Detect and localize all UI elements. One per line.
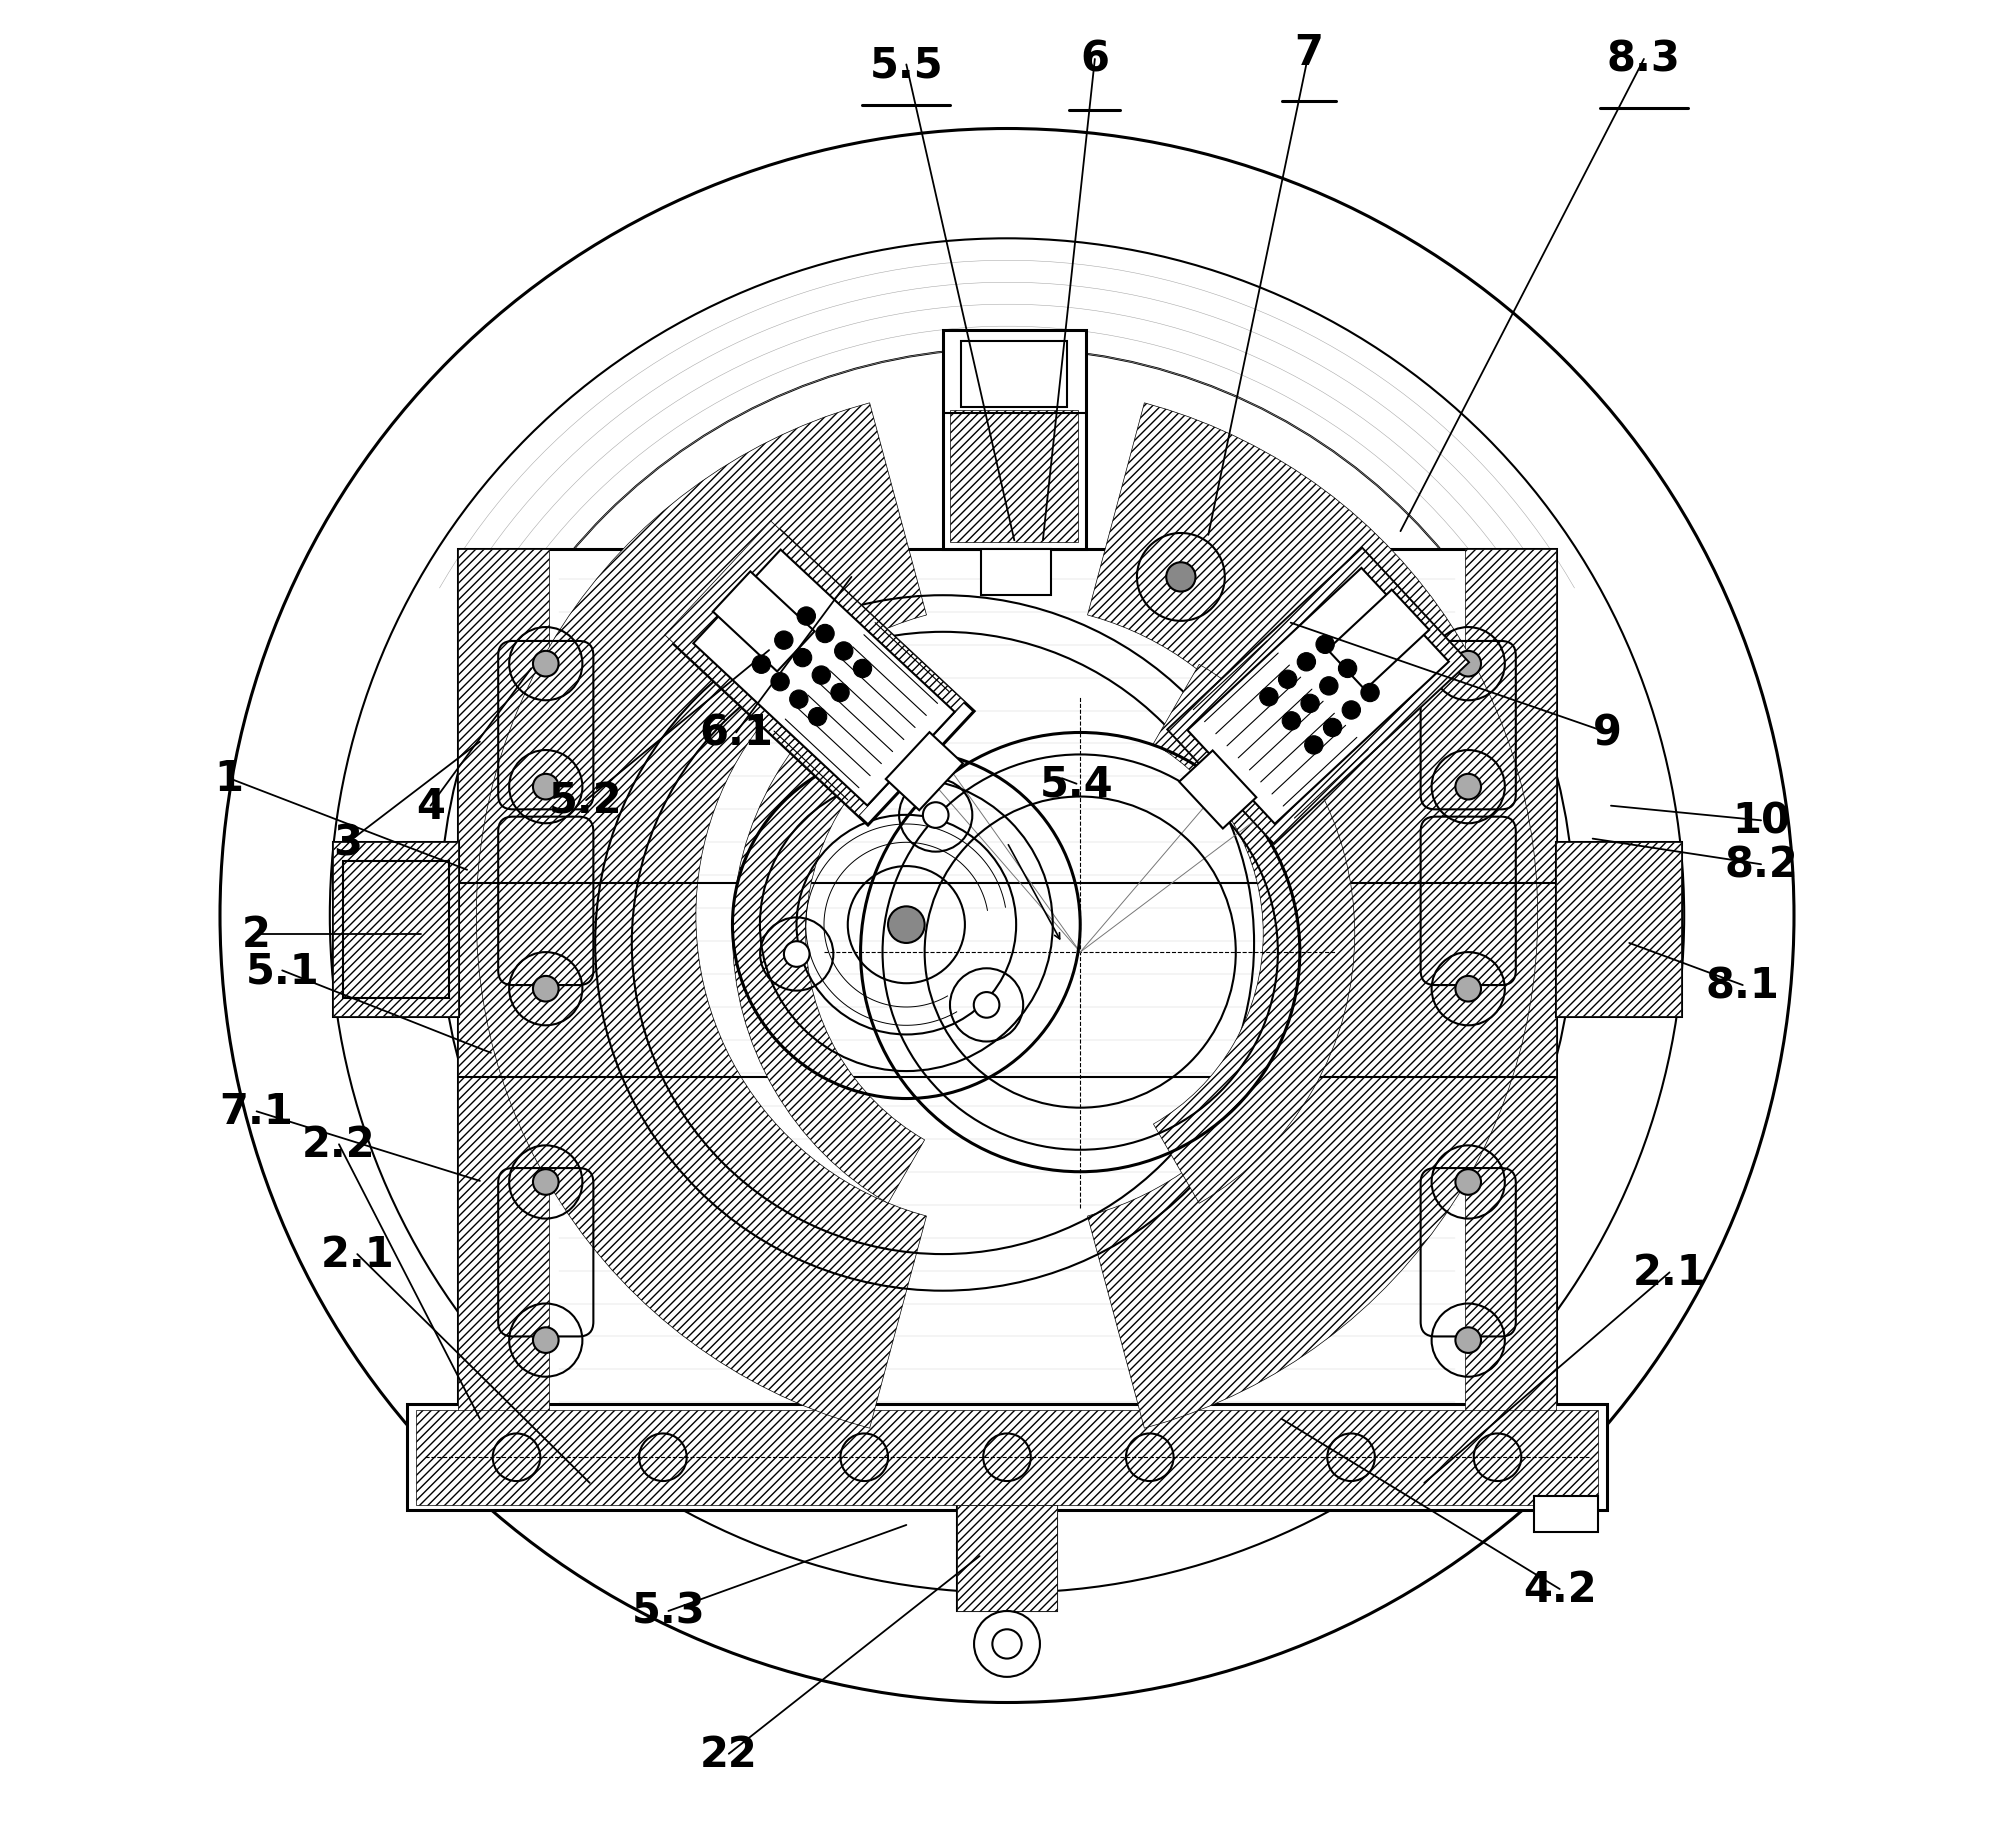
Bar <box>415 1411 1599 1506</box>
Text: 2.1: 2.1 <box>1633 1251 1706 1293</box>
Circle shape <box>1305 736 1323 755</box>
Circle shape <box>798 608 816 627</box>
Circle shape <box>854 660 872 678</box>
Circle shape <box>783 942 810 967</box>
Circle shape <box>534 775 558 801</box>
Circle shape <box>534 976 558 1002</box>
Circle shape <box>1361 683 1380 702</box>
Text: 10: 10 <box>1732 801 1790 843</box>
Bar <box>943 330 1086 550</box>
Text: 6.1: 6.1 <box>699 713 773 755</box>
Polygon shape <box>1168 550 1468 845</box>
Text: 4.2: 4.2 <box>1523 1568 1597 1610</box>
Polygon shape <box>1188 568 1448 824</box>
Circle shape <box>1456 652 1480 678</box>
Circle shape <box>1259 689 1279 707</box>
Text: 8.1: 8.1 <box>1706 964 1780 1006</box>
Circle shape <box>1319 678 1337 696</box>
Bar <box>407 1405 1607 1511</box>
Bar <box>1464 550 1557 1429</box>
Circle shape <box>1283 713 1301 731</box>
Circle shape <box>1339 660 1357 678</box>
Text: 2.2: 2.2 <box>302 1123 377 1165</box>
Polygon shape <box>713 572 814 672</box>
Bar <box>334 843 457 1017</box>
Circle shape <box>812 667 830 685</box>
Text: 4: 4 <box>417 786 445 828</box>
Text: 8.2: 8.2 <box>1724 845 1799 885</box>
Circle shape <box>1456 1328 1480 1354</box>
Text: 22: 22 <box>701 1733 757 1775</box>
Circle shape <box>1341 702 1361 720</box>
Bar <box>334 843 457 1017</box>
Circle shape <box>751 656 771 674</box>
Polygon shape <box>886 733 963 812</box>
Polygon shape <box>1178 751 1257 830</box>
Bar <box>957 1506 1057 1610</box>
Circle shape <box>888 907 924 943</box>
Wedge shape <box>733 665 924 1204</box>
Circle shape <box>1166 562 1196 592</box>
Polygon shape <box>477 403 926 1429</box>
Circle shape <box>1279 671 1297 689</box>
Text: 2: 2 <box>242 914 272 954</box>
Circle shape <box>771 672 789 691</box>
Bar <box>342 861 449 998</box>
Text: 8.3: 8.3 <box>1607 38 1682 81</box>
Bar <box>957 1506 1057 1610</box>
Text: 7: 7 <box>1295 31 1323 73</box>
Polygon shape <box>1168 550 1468 845</box>
Text: 3: 3 <box>334 823 363 865</box>
Circle shape <box>808 709 826 727</box>
Circle shape <box>834 643 852 661</box>
Bar <box>981 550 1051 595</box>
Text: 2.1: 2.1 <box>320 1233 395 1275</box>
Circle shape <box>534 1169 558 1194</box>
Bar <box>961 341 1067 407</box>
Polygon shape <box>675 531 975 826</box>
Circle shape <box>794 649 812 667</box>
Circle shape <box>973 993 999 1019</box>
Text: 9: 9 <box>1593 713 1621 755</box>
Circle shape <box>832 683 850 702</box>
Text: 5.2: 5.2 <box>550 780 622 823</box>
Bar <box>1557 843 1680 1017</box>
Circle shape <box>775 632 794 650</box>
Circle shape <box>789 691 808 709</box>
Circle shape <box>534 1328 558 1354</box>
Polygon shape <box>1327 590 1430 691</box>
Text: 5.3: 5.3 <box>632 1590 705 1632</box>
Circle shape <box>816 625 834 643</box>
Bar <box>1557 843 1680 1017</box>
Circle shape <box>534 652 558 678</box>
Polygon shape <box>1088 403 1537 1429</box>
Circle shape <box>1315 636 1333 654</box>
Circle shape <box>922 802 949 828</box>
Text: 5.4: 5.4 <box>1039 764 1114 806</box>
Circle shape <box>1456 775 1480 801</box>
Bar <box>457 550 1557 1429</box>
Wedge shape <box>1154 665 1355 1204</box>
Circle shape <box>1301 694 1319 713</box>
Circle shape <box>993 1629 1021 1658</box>
Polygon shape <box>693 550 955 806</box>
Text: 6: 6 <box>1080 38 1110 81</box>
Bar <box>1535 1497 1599 1532</box>
Text: 5.5: 5.5 <box>870 44 943 86</box>
Bar <box>457 550 550 1429</box>
Text: 5.1: 5.1 <box>246 949 318 991</box>
Circle shape <box>1456 976 1480 1002</box>
Bar <box>951 410 1077 542</box>
Text: 1: 1 <box>215 758 244 801</box>
Circle shape <box>1456 1169 1480 1194</box>
Polygon shape <box>665 522 965 817</box>
Circle shape <box>1297 654 1315 672</box>
Circle shape <box>1323 718 1341 736</box>
Text: 7.1: 7.1 <box>220 1090 294 1132</box>
